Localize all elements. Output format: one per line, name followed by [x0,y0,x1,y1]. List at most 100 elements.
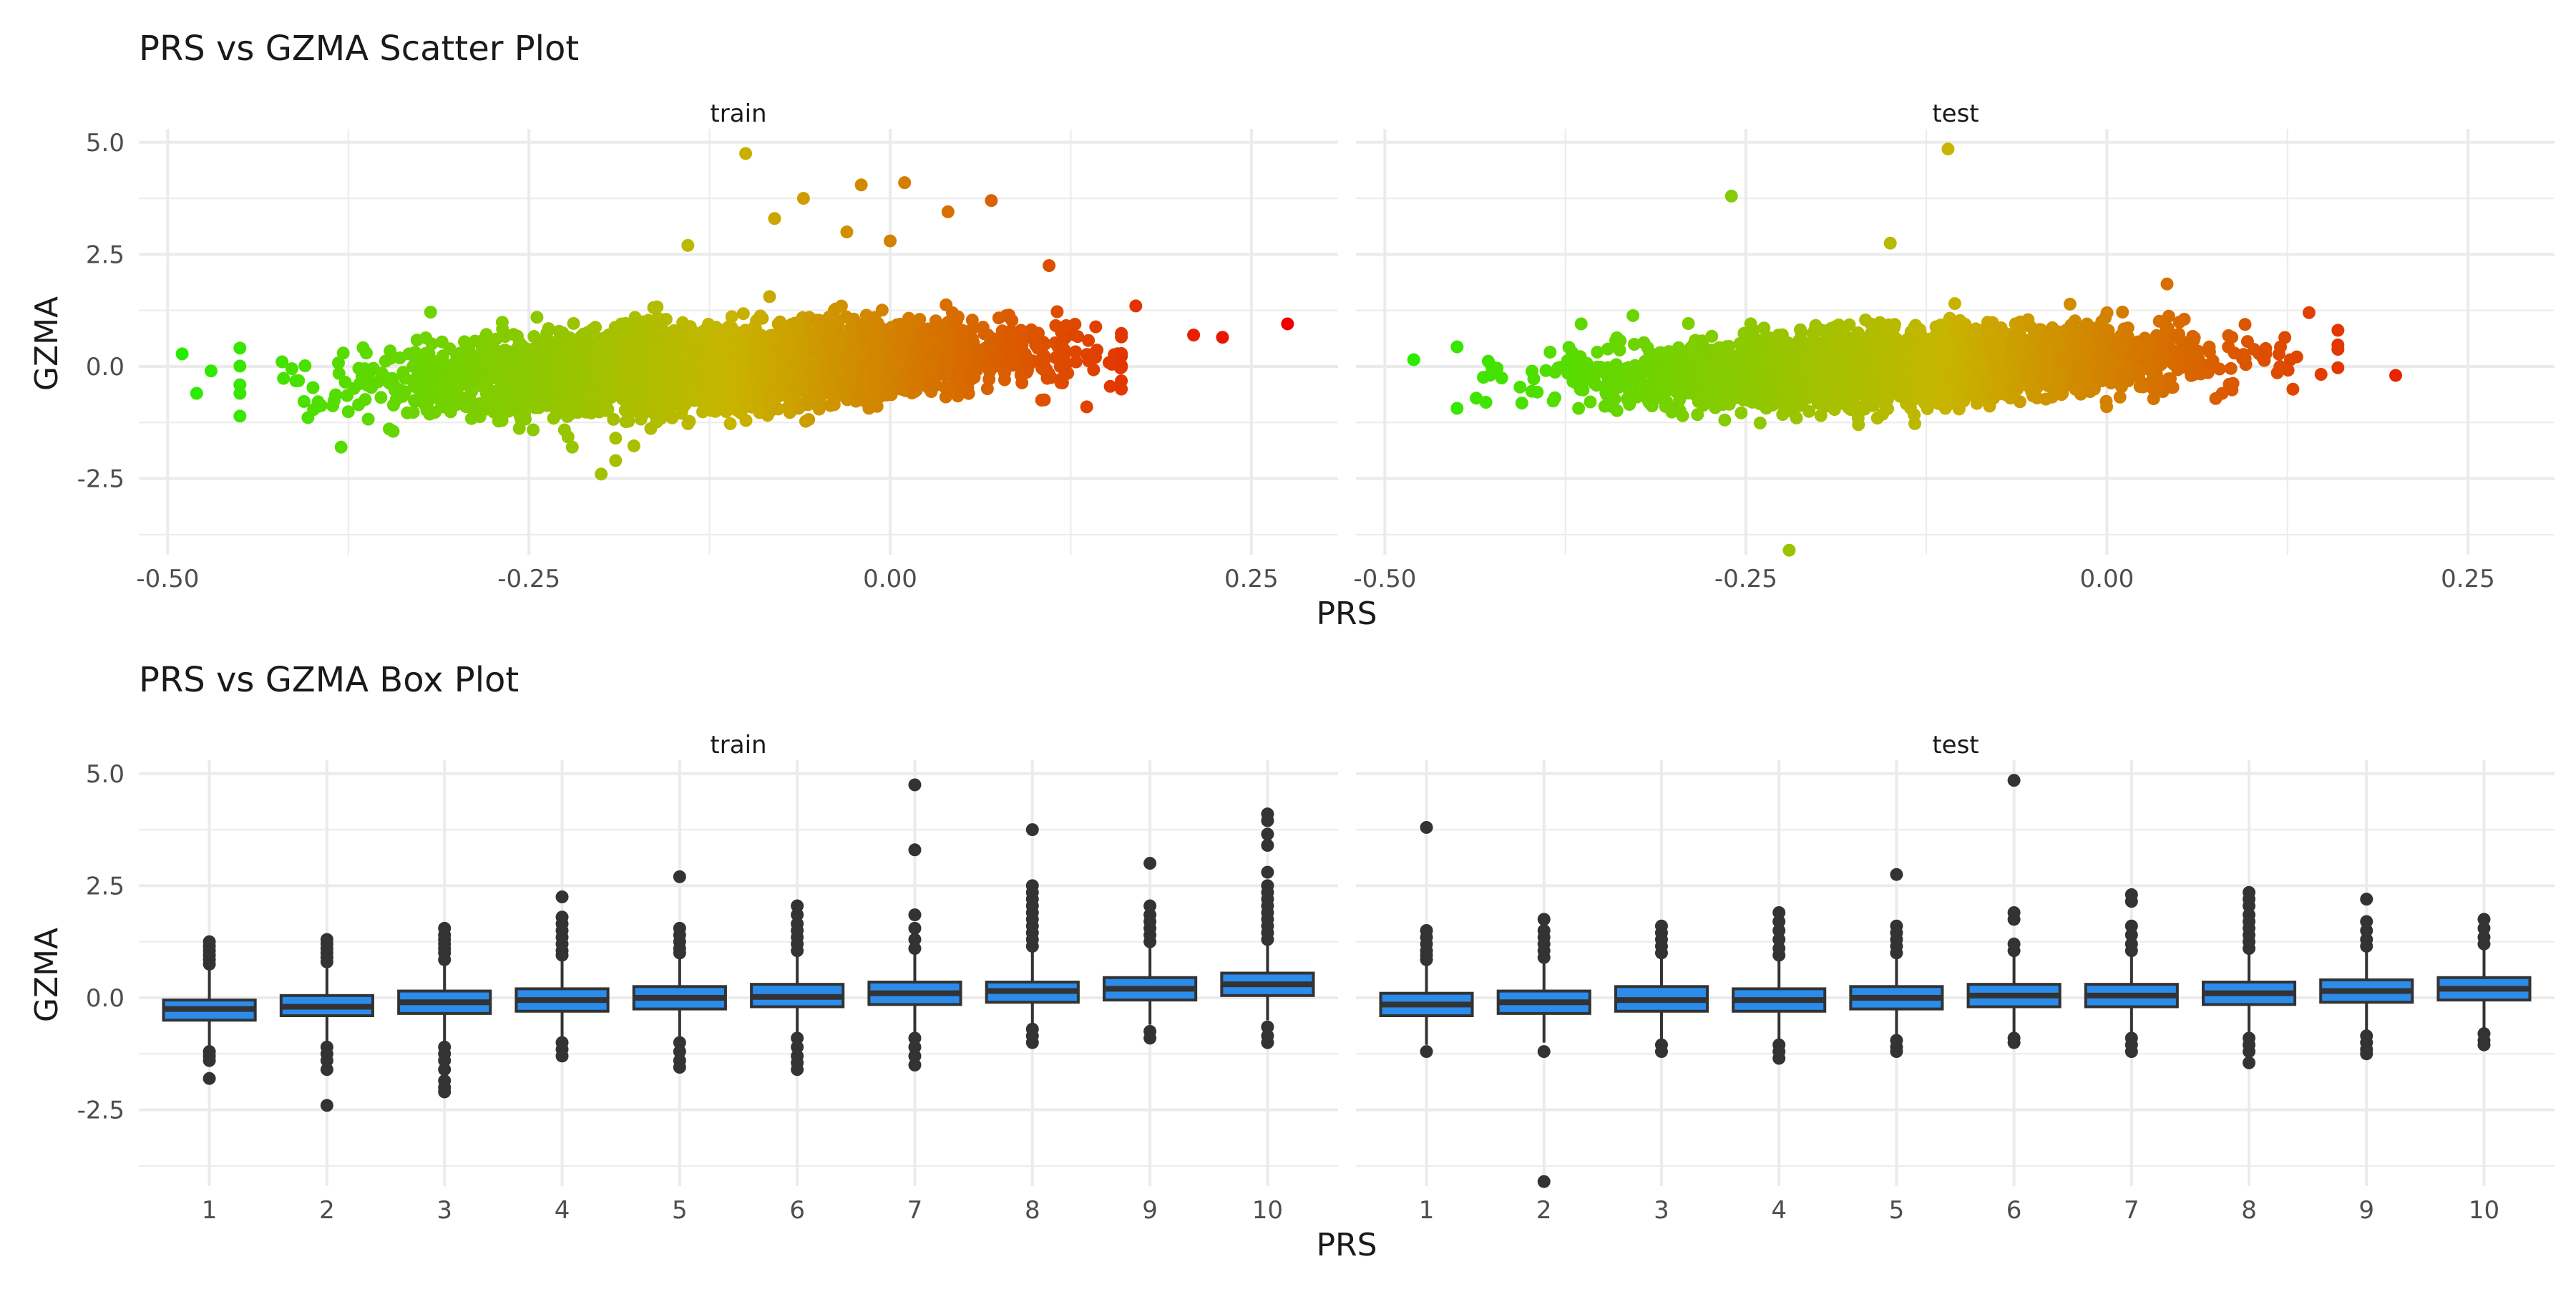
scatter-point [589,321,602,334]
scatter-point [736,361,748,374]
scatter-point [862,402,875,414]
scatter-point [458,335,471,348]
scatter-point [789,317,801,330]
scatter-point [774,320,786,333]
scatter-point [627,392,640,405]
scatter-point [571,346,584,359]
scatter-point [1572,402,1585,415]
scatter-point [341,389,353,402]
scatter-point [883,365,896,378]
scatter-point [701,342,713,355]
scatter-point [496,414,509,427]
scatter-point [312,400,325,413]
scatter-point [799,415,812,428]
scatter-point [561,400,574,413]
scatter-point [737,374,750,387]
x-tick-label: -0.25 [1714,565,1777,593]
scatter-point [805,366,818,379]
scatter-point [462,376,474,389]
scatter-point [668,324,680,337]
scatter-point [1115,374,1128,387]
scatter-point [785,399,798,412]
scatter-point [567,317,580,330]
scatter-point [664,359,677,371]
scatter-point [896,339,909,351]
scatter-point [717,369,730,382]
scatter-point [829,303,842,316]
scatter-point [776,366,789,379]
scatter-point [480,346,493,359]
scatter-point [1029,339,1042,351]
scatter-point [429,406,441,419]
scatter-point [558,424,571,437]
scatter-point [724,417,737,430]
scatter-point [464,359,477,371]
scatter-point [361,370,374,383]
scatter-point [763,394,776,407]
scatter-point [421,378,434,391]
scatter-point [1052,350,1065,363]
scatter-point [737,307,750,320]
scatter-point [298,395,311,408]
scatter-point [333,367,346,380]
scatter-point [387,425,400,438]
scatter-point-outlier [942,205,955,218]
scatter-point-outlier [1043,259,1055,272]
scatter-point [499,330,512,343]
scatter-point [233,359,246,372]
scatter-x-axis-title: PRS [1316,596,1377,632]
scatter-point [575,331,587,344]
scatter-point [1056,371,1069,384]
scatter-strip-train: train [710,99,766,128]
scatter-point [555,367,567,380]
scatter-point-outlier [797,192,810,205]
scatter-point-outlier [609,432,622,445]
scatter-point [1115,359,1128,372]
scatter-point [306,382,319,394]
scatter-point-outlier [1129,299,1142,312]
y-tick-label: -2.5 [77,465,125,494]
scatter-point [1025,324,1038,336]
scatter-point [1089,321,1102,334]
scatter-point-outlier [205,364,218,377]
scatter-point-outlier [1281,317,1294,330]
scatter-point [865,336,878,349]
scatter-point [513,336,526,349]
scatter-point [342,405,355,418]
scatter-point [847,343,860,356]
scatter-point [908,385,921,398]
scatter-point [873,352,886,365]
scatter-point [419,331,432,344]
scatter-point [922,332,935,345]
scatter-point [941,327,954,340]
scatter-point [952,368,965,381]
scatter-point [940,391,952,404]
scatter-point [547,412,560,424]
scatter-point [1115,331,1128,344]
scatter-point [960,353,972,366]
scatter-point [635,329,648,341]
scatter-point [687,378,700,391]
scatter-point [525,375,538,388]
scatter-point [1015,369,1028,382]
scatter-point [387,399,400,412]
scatter-point [648,349,661,362]
scatter-point [550,389,563,402]
scatter-point-outlier [233,387,246,400]
x-tick-label: -0.50 [136,565,199,593]
scatter-point [818,360,831,373]
scatter-strip-test: test [1932,99,1979,128]
scatter-point [524,390,537,403]
scatter-point [1080,348,1093,361]
scatter-point [998,366,1011,379]
scatter-point [501,346,514,359]
x-tick-label: -0.25 [497,565,560,593]
scatter-point [857,374,869,387]
scatter-point-outlier [681,239,694,252]
scatter-point [824,399,837,412]
scatter-point [326,399,339,412]
scatter-point [496,381,509,394]
scatter-point-outlier [840,225,853,238]
